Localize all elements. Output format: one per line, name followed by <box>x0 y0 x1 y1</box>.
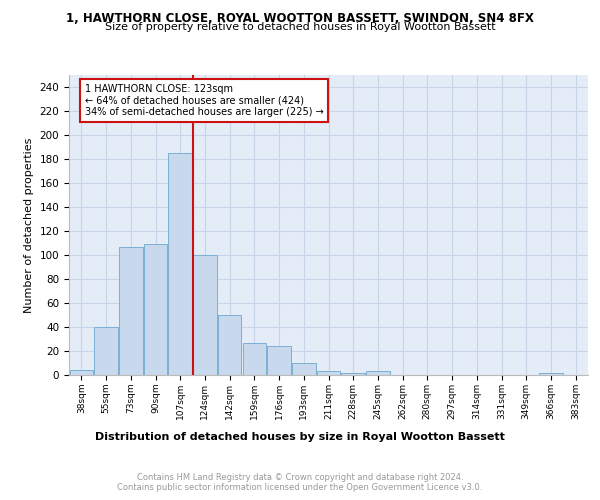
Text: Size of property relative to detached houses in Royal Wootton Bassett: Size of property relative to detached ho… <box>104 22 496 32</box>
Bar <box>292 363 316 375</box>
Bar <box>119 246 143 375</box>
Text: 1 HAWTHORN CLOSE: 123sqm
← 64% of detached houses are smaller (424)
34% of semi-: 1 HAWTHORN CLOSE: 123sqm ← 64% of detach… <box>85 84 323 117</box>
Bar <box>94 327 118 375</box>
Text: 1, HAWTHORN CLOSE, ROYAL WOOTTON BASSETT, SWINDON, SN4 8FX: 1, HAWTHORN CLOSE, ROYAL WOOTTON BASSETT… <box>66 12 534 26</box>
Bar <box>169 153 192 375</box>
Text: Distribution of detached houses by size in Royal Wootton Bassett: Distribution of detached houses by size … <box>95 432 505 442</box>
Bar <box>341 372 365 375</box>
Bar <box>70 370 93 375</box>
Bar <box>317 372 340 375</box>
Text: Contains public sector information licensed under the Open Government Licence v3: Contains public sector information licen… <box>118 482 482 492</box>
Bar <box>218 315 241 375</box>
Bar <box>193 255 217 375</box>
Bar <box>144 244 167 375</box>
Bar <box>366 372 389 375</box>
Bar <box>539 372 563 375</box>
Y-axis label: Number of detached properties: Number of detached properties <box>24 138 34 312</box>
Text: Contains HM Land Registry data © Crown copyright and database right 2024.: Contains HM Land Registry data © Crown c… <box>137 472 463 482</box>
Bar <box>242 342 266 375</box>
Bar <box>268 346 291 375</box>
